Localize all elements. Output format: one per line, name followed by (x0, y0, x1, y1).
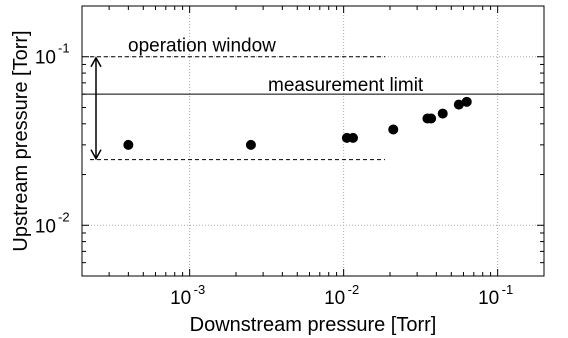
y-tick-label-exponent: -1 (58, 41, 70, 56)
grid-layer (82, 6, 544, 276)
x-tick-label-exponent: -1 (502, 282, 514, 297)
y-axis-label: Upstream pressure [Torr] (10, 30, 32, 251)
x-tick-label: 10 (170, 288, 191, 309)
y-tick-label: 10 (35, 48, 56, 69)
data-point (453, 99, 464, 110)
operation-window-arrow-head-up (90, 56, 102, 68)
x-axis-label: Downstream pressure [Torr] (190, 314, 437, 336)
plot-frame (81, 5, 545, 277)
x-tick-label: 10 (478, 288, 499, 309)
data-point (245, 139, 256, 150)
x-tick-label-exponent: -2 (348, 282, 360, 297)
data-point (426, 113, 437, 124)
reference-lines-layer (82, 56, 544, 161)
operation-window-label: operation window (128, 36, 276, 57)
data-point (388, 124, 399, 135)
annotation-layer: operation window measurement limit (90, 36, 424, 161)
operation-window-arrow-head-down (90, 149, 102, 161)
data-point (347, 132, 358, 143)
x-tick-label: 10 (324, 288, 345, 309)
data-point (437, 108, 448, 119)
data-point (461, 96, 472, 107)
data-point (123, 139, 134, 150)
x-tick-label-exponent: -3 (194, 282, 206, 297)
tick-layer: 10 -3 10 -2 10 -110 -210 -1 (35, 6, 544, 309)
data-points-layer (123, 96, 472, 150)
measurement-limit-label: measurement limit (268, 75, 424, 96)
y-tick-label-exponent: -2 (58, 209, 70, 224)
y-tick-label: 10 (35, 216, 56, 237)
